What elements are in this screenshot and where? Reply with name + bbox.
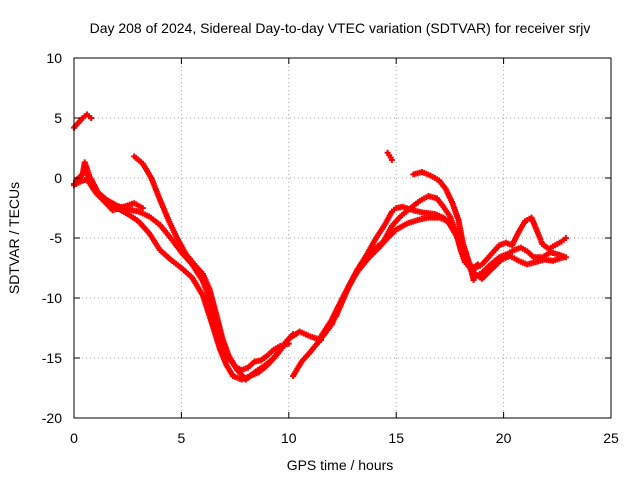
y-axis-label: SDTVAR / TECUs	[6, 182, 22, 294]
data-point	[562, 235, 569, 241]
x-tick-label: 20	[496, 430, 512, 446]
data-points	[71, 111, 569, 383]
x-tick-label: 15	[388, 430, 404, 446]
data-point	[474, 261, 481, 268]
data-point	[560, 254, 567, 261]
x-tick-label: 0	[70, 430, 78, 446]
y-tick-label: -10	[42, 290, 62, 306]
axis-ticks: 0 5 10 15 20 25 -20 -15 -10 -5 0 5 10	[42, 50, 619, 446]
x-tick-label: 25	[603, 430, 619, 446]
y-tick-label: -20	[42, 410, 62, 426]
data-point	[388, 157, 395, 163]
data-point	[139, 205, 146, 211]
chart-title: Day 208 of 2024, Sidereal Day-to-day VTE…	[90, 20, 591, 36]
y-tick-label: -15	[42, 350, 62, 366]
x-tick-label: 10	[281, 430, 297, 446]
y-tick-label: 5	[54, 110, 62, 126]
data-point	[290, 331, 297, 337]
y-tick-label: -5	[50, 230, 63, 246]
y-tick-label: 10	[46, 50, 62, 66]
data-point	[470, 277, 477, 283]
x-axis-label: GPS time / hours	[287, 457, 394, 473]
data-point	[88, 115, 95, 121]
y-tick-label: 0	[54, 170, 62, 186]
x-tick-label: 5	[178, 430, 186, 446]
